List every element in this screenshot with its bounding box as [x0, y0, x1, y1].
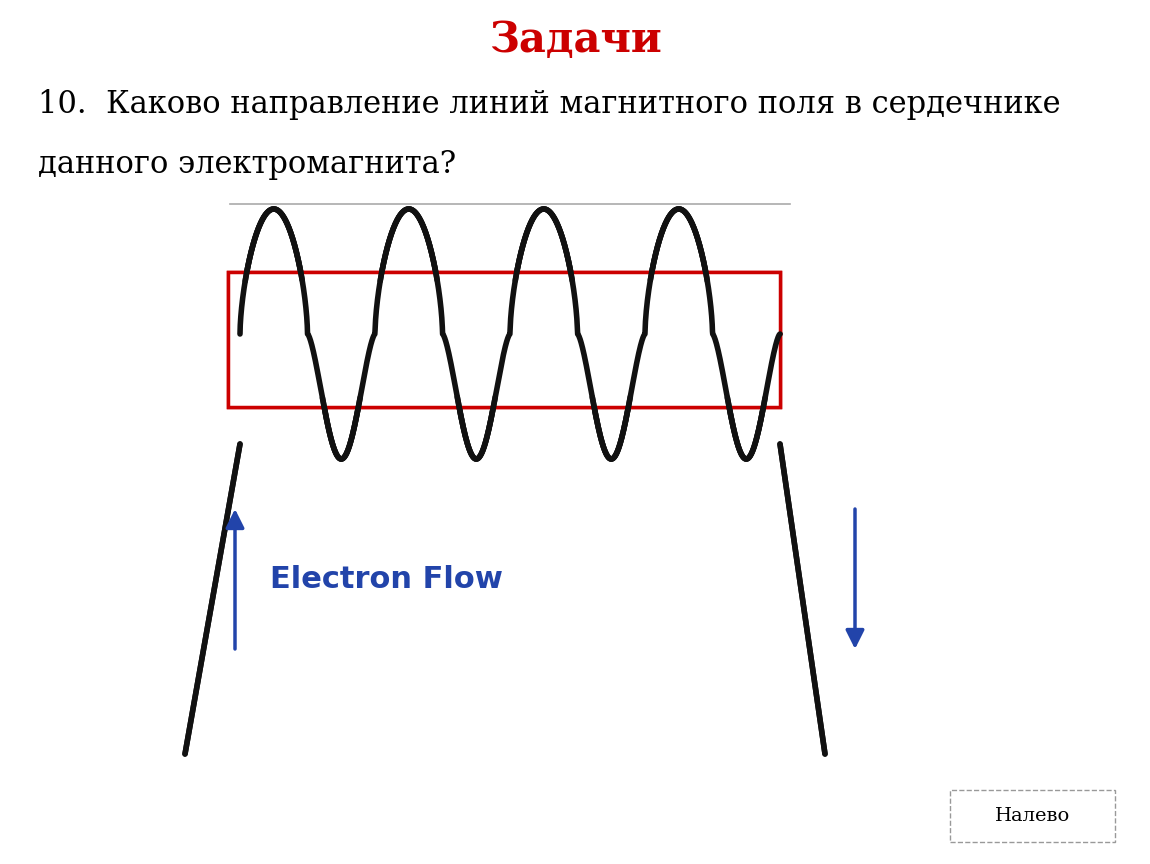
Bar [228, 271, 780, 406]
Text: Налево: Налево [995, 807, 1071, 825]
Text: Electron Flow: Electron Flow [270, 564, 503, 594]
Bar [228, 271, 780, 406]
Bar [950, 790, 1116, 842]
Text: Задачи: Задачи [489, 19, 661, 61]
Text: 10.  Каково направление линий магнитного поля в сердечнике: 10. Каково направление линий магнитного … [38, 89, 1060, 120]
Text: данного электромагнита?: данного электромагнита? [38, 149, 457, 180]
